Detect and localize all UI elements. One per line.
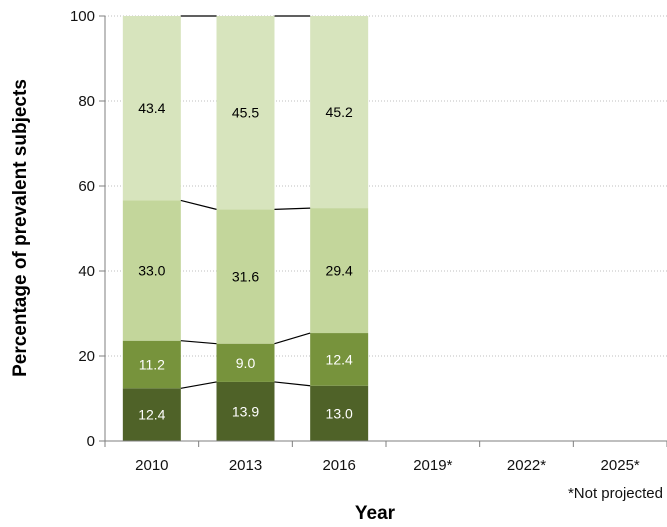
data-label: 45.5 [232,105,259,121]
bar-segment [310,385,369,441]
gridlines [105,15,667,357]
bar-segment [216,16,275,210]
bar-segment [216,209,275,344]
bar-segment [122,340,181,389]
x-axis-title: Year [355,503,396,524]
series-connector-line [180,340,217,345]
x-tick-label: 2022* [507,457,546,474]
x-tick-label: 2013 [229,457,262,474]
data-label: 31.6 [232,269,259,285]
y-axis-title: Percentage of prevalent subjects [10,79,31,377]
series-connector-line [180,199,217,210]
y-tick-label: 0 [87,433,95,450]
bar-segment [122,16,181,201]
footnote: *Not projected [568,485,663,502]
data-label: 45.2 [326,104,353,120]
data-label: 11.2 [139,357,165,373]
y-tick-label: 80 [78,93,95,110]
bar-segment [216,381,275,441]
x-tick-label: 2010 [135,457,168,474]
bar-segment [310,208,369,334]
bar-segment [310,333,369,386]
bars [122,16,369,441]
data-label: 29.4 [326,263,353,279]
data-label: 13.0 [326,405,353,421]
data-label: 9.0 [236,355,256,371]
series-connector-line [180,381,217,389]
y-tick-label: 100 [70,8,95,25]
axes: 0 20 40 60 80 100 2010 2013 2016 2019* 2022* 2025* [70,8,667,474]
data-label: 43.4 [138,100,165,116]
connector-lines [180,15,311,389]
data-label: 12.4 [326,351,353,367]
x-tick-label: 2016 [322,457,355,474]
bar-segment [122,200,181,341]
y-tick-label: 40 [78,263,95,280]
bar-segment [310,16,369,209]
series-connector-line [274,207,311,210]
y-tick-label: 60 [78,178,95,195]
data-label: 12.4 [138,407,165,423]
x-tick-label: 2025* [601,457,640,474]
data-label: 13.9 [232,403,259,419]
y-tick-label: 20 [78,348,95,365]
bar-segment [216,343,275,382]
series-connector-line [274,381,311,387]
x-tick-label: 2019* [413,457,452,474]
data-label: 33.0 [138,263,165,279]
bar-segment [122,388,181,441]
data-labels: 12.4 11.2 33.0 43.4 13.9 9.0 31.6 45.5 13.0 12.4 2… [138,100,353,422]
series-connector-line [274,332,311,345]
